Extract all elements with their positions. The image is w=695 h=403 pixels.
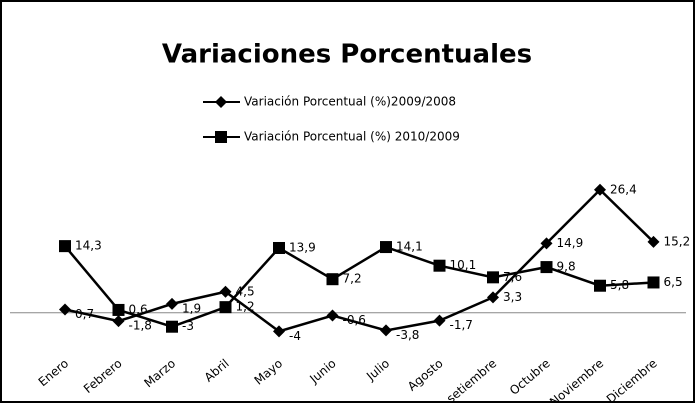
marker: [540, 261, 553, 274]
data-label: 0,7: [75, 307, 94, 321]
data-label: 6,5: [664, 275, 683, 289]
legend-label: Variación Porcentual (%) 2010/2009: [244, 130, 460, 144]
marker: [59, 303, 71, 316]
marker: [215, 131, 227, 143]
marker: [326, 273, 339, 286]
marker: [594, 183, 606, 196]
marker: [166, 320, 178, 333]
marker: [380, 241, 392, 254]
marker: [647, 276, 660, 289]
data-label: 5,8: [610, 278, 629, 292]
data-label: 14,9: [557, 236, 584, 250]
marker: [59, 240, 71, 253]
marker: [273, 241, 285, 254]
data-label: 4,5: [236, 284, 255, 298]
marker: [594, 279, 606, 292]
data-label: 1,9: [182, 301, 201, 315]
data-label: -4: [289, 329, 301, 343]
marker: [487, 271, 499, 284]
data-label: -3: [182, 319, 194, 333]
data-label: 15,2: [664, 234, 691, 248]
marker: [112, 303, 125, 316]
data-label: 14,1: [396, 240, 423, 254]
marker: [433, 314, 446, 327]
marker: [433, 259, 446, 272]
marker: [215, 96, 227, 108]
marker: [380, 324, 392, 337]
data-label: 0,6: [129, 302, 148, 316]
marker: [219, 301, 232, 314]
marker: [647, 235, 660, 248]
data-label: 13,9: [289, 240, 316, 254]
data-label: 7,2: [343, 272, 362, 286]
data-label: 10,1: [450, 258, 477, 272]
data-label: -1,8: [129, 319, 152, 333]
marker: [540, 237, 553, 250]
marker: [326, 309, 339, 322]
data-label: -0,6: [343, 313, 366, 327]
data-label: 1,2: [236, 300, 255, 314]
data-label: 7,6: [503, 270, 522, 284]
data-label: -3,8: [396, 328, 419, 342]
data-label: 26,4: [610, 182, 637, 196]
data-label: -1,7: [450, 318, 473, 332]
marker: [166, 297, 178, 310]
legend-label: Variación Porcentual (%)2009/2008: [244, 95, 456, 109]
marker: [273, 325, 285, 338]
data-label: 14,3: [75, 239, 102, 253]
chart-title: Variaciones Porcentuales: [162, 40, 532, 70]
marker: [487, 291, 499, 304]
data-label: 3,3: [503, 290, 522, 304]
marker: [219, 285, 232, 298]
series-line: [64, 188, 655, 333]
marker: [112, 315, 125, 328]
data-label: 9,8: [557, 260, 576, 274]
series-line: [64, 245, 654, 329]
